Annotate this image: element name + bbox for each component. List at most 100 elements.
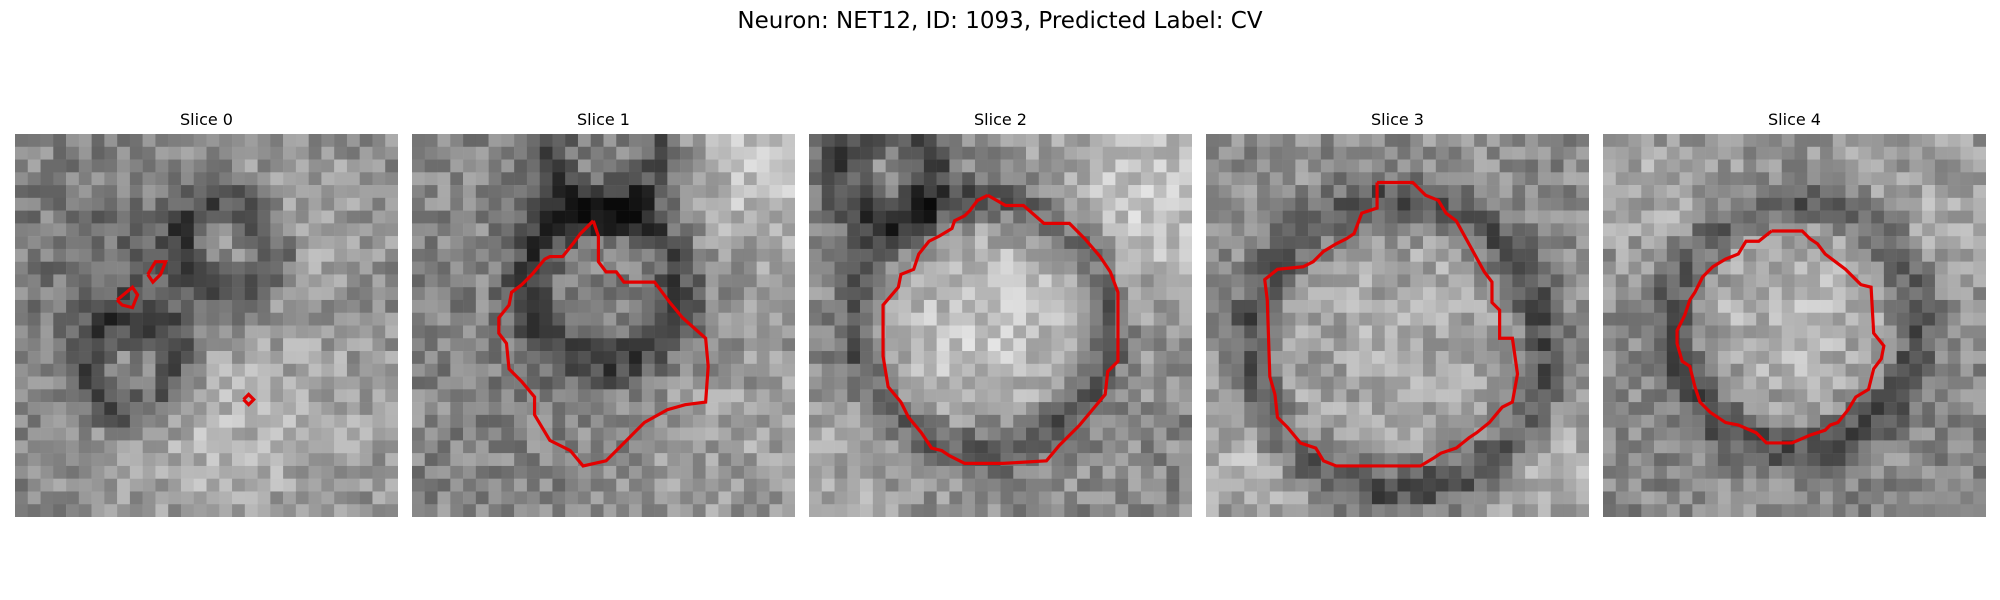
pixel [565,325,579,339]
pixel [1359,287,1373,301]
pixel [346,236,360,250]
pixel [809,159,823,173]
pixel [1038,427,1052,441]
pixel [552,299,566,313]
pixel [1973,504,1986,517]
pixel [1346,236,1360,250]
pixel [1282,478,1296,492]
pixel [129,223,143,237]
pixel [1166,274,1180,288]
pixel [372,491,386,505]
pixel [1576,478,1589,492]
pixel [206,185,220,199]
pixel [232,134,246,148]
pixel [1537,210,1551,224]
pixel [1461,312,1475,326]
pixel [1089,440,1103,454]
pixel [78,236,92,250]
pixel [155,159,169,173]
pixel [514,465,528,479]
pixel [1947,363,1961,377]
pixel [1512,465,1526,479]
pixel [1807,491,1821,505]
pixel [1077,325,1091,339]
pixel [78,325,92,339]
pixel [718,402,732,416]
pixel [1934,185,1948,199]
pixel [1922,210,1936,224]
pixel [834,325,848,339]
pixel [1384,223,1398,237]
pixel [1384,312,1398,326]
pixel [257,351,271,365]
pixel [488,197,502,211]
pixel [987,402,1001,416]
pixel [219,427,233,441]
pixel [1435,465,1449,479]
pixel [78,351,92,365]
pixel [206,325,220,339]
pixel [577,134,591,148]
pixel [1730,478,1744,492]
pixel [1756,223,1770,237]
pixel [1871,134,1885,148]
pixel [1807,325,1821,339]
pixel [501,159,515,173]
pixel [1295,197,1309,211]
pixel [1973,376,1986,390]
pixel [117,261,131,275]
pixel [809,210,823,224]
pixel [1960,210,1974,224]
pixel [1128,351,1142,365]
pixel [1102,453,1116,467]
pixel [193,491,207,505]
pixel [270,248,284,262]
pixel [1730,185,1744,199]
pixel [911,453,925,467]
pixel [1140,478,1154,492]
pixel [1218,427,1232,441]
pixel [346,427,360,441]
pixel [1603,402,1617,416]
pixel [1128,159,1142,173]
pixel [1295,146,1309,160]
pixel [1038,185,1052,199]
pixel [232,376,246,390]
pixel [565,134,579,148]
pixel [1435,159,1449,173]
pixel [295,172,309,186]
pixel [1359,427,1373,441]
pixel [1231,491,1245,505]
pixel [450,376,464,390]
pixel [1794,134,1808,148]
pixel [1410,478,1424,492]
pixel [629,197,643,211]
pixel [1461,491,1475,505]
pixel [1077,351,1091,365]
pixel [193,236,207,250]
pixel [949,440,963,454]
pixel [680,363,694,377]
pixel [514,338,528,352]
pixel [359,236,373,250]
pixel [385,146,398,160]
pixel [1654,504,1668,517]
pixel-grid-3 [1206,134,1589,517]
pixel [53,185,67,199]
pixel [1717,236,1731,250]
pixel [782,287,795,301]
pixel [1615,414,1629,428]
pixel [1026,274,1040,288]
pixel [1486,440,1500,454]
pixel [1435,299,1449,313]
pixel [1474,491,1488,505]
pixel [1410,197,1424,211]
pixel [15,325,29,339]
pixel [1051,325,1065,339]
pixel [974,299,988,313]
pixel [1474,351,1488,365]
pixel [1730,172,1744,186]
pixel [743,287,757,301]
pixel [1679,223,1693,237]
pixel [1705,363,1719,377]
